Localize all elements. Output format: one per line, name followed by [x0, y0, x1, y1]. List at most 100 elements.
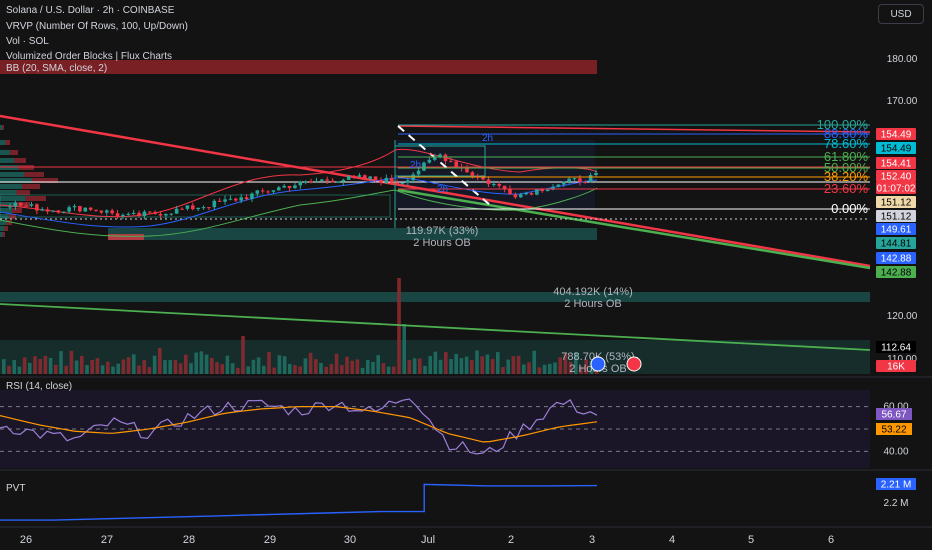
- volume-bar: [147, 367, 152, 374]
- candle-body: [45, 209, 50, 212]
- price-badge[interactable]: [876, 252, 916, 264]
- candle-body: [336, 181, 340, 183]
- volume-bar: [392, 366, 396, 374]
- volume-bar: [516, 355, 521, 374]
- candle-body: [406, 180, 410, 183]
- volume-bar: [522, 364, 526, 374]
- candle-body: [341, 179, 346, 182]
- candle-body: [540, 189, 545, 192]
- volume-profile-row: [2, 125, 4, 130]
- volume-profile-row: [0, 125, 3, 130]
- volume-profile-row: [25, 196, 46, 201]
- rsi-badge[interactable]: [876, 423, 912, 435]
- time-axis-tick: 29: [264, 534, 276, 546]
- lightning-event-icon[interactable]: [590, 356, 606, 372]
- price-badge[interactable]: [876, 237, 916, 249]
- volume-bar: [334, 353, 339, 374]
- order-block-type: 2 Hours OB: [413, 237, 470, 249]
- indicator-bollinger[interactable]: BB (20, SMA, close, 2): [6, 63, 108, 74]
- volume-bar: [106, 361, 110, 374]
- volume-bar: [282, 356, 287, 374]
- price-badge[interactable]: [876, 210, 916, 222]
- candle-body: [126, 213, 131, 215]
- price-axis-tick: 120.00: [887, 311, 918, 322]
- price-badge[interactable]: [876, 196, 916, 208]
- volume-bar: [319, 362, 323, 374]
- candle-body: [497, 183, 502, 186]
- rsi-axis-tick: 60.00: [883, 402, 908, 413]
- price-badge[interactable]: [876, 157, 916, 169]
- candle-body: [137, 212, 141, 217]
- bollinger-basis: [0, 177, 598, 228]
- rsi-label[interactable]: RSI (14, close): [6, 381, 73, 392]
- indicator-vrvp[interactable]: VRVP (Number Of Rows, 100, Up/Down): [6, 21, 188, 32]
- price-badge[interactable]: [876, 266, 916, 278]
- bollinger-upper: [0, 148, 598, 218]
- time-axis-tick: Jul: [421, 534, 435, 546]
- time-axis-corner[interactable]: [876, 531, 922, 547]
- candle-body: [282, 185, 286, 188]
- volume-bar: [204, 354, 209, 374]
- volume-bar: [173, 359, 178, 374]
- candle-body: [588, 175, 593, 182]
- candle-body: [266, 191, 270, 193]
- volume-bar: [438, 359, 443, 374]
- red-trendline: [397, 125, 871, 133]
- candle-body: [271, 190, 276, 192]
- bearish-block: [108, 234, 144, 240]
- price-badge[interactable]: [876, 128, 916, 140]
- volume-profile-row: [2, 232, 5, 237]
- volume-bar: [475, 350, 479, 374]
- pvt-label[interactable]: PVT: [6, 483, 26, 494]
- candle-body: [180, 208, 184, 210]
- volume-bar: [178, 363, 183, 374]
- volume-bar: [501, 367, 505, 374]
- indicator-volume[interactable]: Vol · SOL: [6, 36, 49, 47]
- price-badge[interactable]: [876, 360, 916, 372]
- ob-box: [0, 194, 391, 218]
- candle-body: [529, 193, 534, 195]
- pvt-badge[interactable]: [876, 478, 916, 490]
- candle-body: [524, 193, 528, 195]
- volume-bar: [210, 358, 214, 374]
- symbol-title[interactable]: Solana / U.S. Dollar · 2h · COINBASE: [6, 5, 175, 16]
- candle-body: [470, 172, 475, 176]
- candle-body: [255, 190, 260, 194]
- candle-body: [368, 176, 373, 179]
- indicator-order-blocks[interactable]: Volumized Order Blocks | Flux Charts: [6, 51, 172, 62]
- price-badge[interactable]: [876, 182, 916, 194]
- rsi-badge[interactable]: [876, 408, 912, 420]
- currency-button[interactable]: USD: [878, 4, 924, 24]
- volume-bar: [506, 359, 510, 374]
- volume-profile-row: [0, 202, 17, 207]
- price-badge[interactable]: [876, 170, 916, 182]
- volume-profile-row: [0, 214, 9, 219]
- candle-body: [438, 154, 442, 158]
- price-badge-label: 144.81: [881, 239, 912, 250]
- bollinger-lower: [0, 187, 598, 237]
- volume-bar: [454, 353, 458, 374]
- volume-bar: [28, 362, 32, 374]
- volume-bar: [542, 364, 547, 374]
- volume-profile-row: [0, 226, 5, 231]
- volume-bar: [303, 358, 308, 374]
- volume-bar: [371, 361, 375, 374]
- timeframe-marker: 2h: [410, 160, 421, 171]
- candle-body: [260, 190, 265, 192]
- price-badge[interactable]: [876, 142, 916, 154]
- volume-bar: [2, 359, 6, 374]
- candle-body: [389, 178, 394, 183]
- price-badge[interactable]: [876, 341, 916, 353]
- candle-body: [51, 210, 55, 212]
- volume-bar: [267, 351, 271, 374]
- price-badge-label: 149.61: [881, 225, 912, 236]
- fib-zone: [395, 140, 595, 210]
- volume-bar: [511, 356, 516, 374]
- candle-body: [492, 183, 496, 185]
- candle-body: [567, 178, 571, 182]
- us-flag-event-icon[interactable]: [626, 356, 642, 372]
- price-badge[interactable]: [876, 223, 916, 235]
- candle-body: [228, 198, 233, 200]
